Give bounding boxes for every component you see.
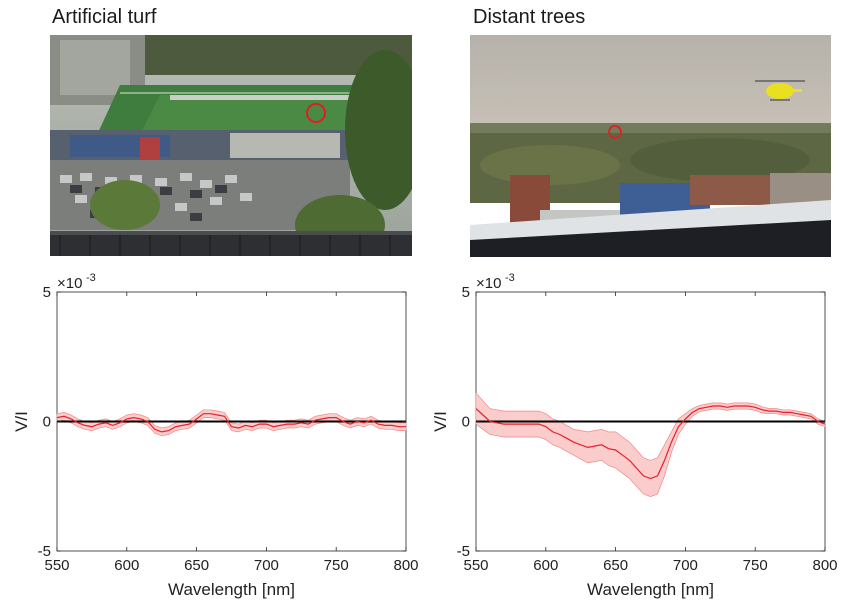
y-exponent-power: -3	[86, 272, 96, 284]
y-exponent-label: ×10	[476, 275, 501, 292]
chart-artificial-turf: 550 600 650 700 750 800 -5 0 5 ×10 -3 Wavelength [n…	[12, 272, 419, 599]
y-exponent-power: -3	[505, 272, 515, 284]
x-axis-label: Wavelength [nm]	[168, 580, 295, 599]
y-axis-label: V/I	[12, 411, 31, 432]
x-axis-label: Wavelength [nm]	[587, 580, 714, 599]
x-tick-label: 800	[393, 557, 418, 574]
y-axis-label: V/I	[431, 411, 450, 432]
y-tick-label: 0	[43, 414, 51, 431]
series-line	[475, 405, 826, 480]
x-tick-label: 650	[184, 557, 209, 574]
y-tick-label: 5	[43, 284, 51, 301]
y-tick-label: 0	[462, 414, 470, 431]
band-lower-edge	[56, 417, 406, 437]
photo-artificial-turf	[50, 35, 412, 256]
y-tick-label: -5	[38, 543, 51, 560]
x-tick-label: 750	[743, 557, 768, 574]
x-tick-label: 650	[603, 557, 628, 574]
photo-distant-trees	[470, 35, 831, 257]
x-tick-label: 700	[673, 557, 698, 574]
x-tick-label: 550	[44, 557, 69, 574]
x-tick-label: 800	[812, 557, 837, 574]
x-tick-label: 750	[324, 557, 349, 574]
series-line	[56, 413, 406, 433]
y-tick-label: -5	[457, 543, 470, 560]
band-upper-edge	[475, 392, 826, 461]
chart-distant-trees: 550 600 650 700 750 800 -5 0 5 ×10 -3 Wavelength [n…	[431, 272, 838, 599]
panel-title-artificial-turf: Artificial turf	[52, 6, 157, 28]
x-tick-label: 600	[533, 557, 558, 574]
x-tick-label: 600	[114, 557, 139, 574]
x-tick-label: 550	[463, 557, 488, 574]
helicopter-icon	[755, 80, 805, 101]
y-exponent-label: ×10	[57, 275, 82, 292]
band-lower-edge	[475, 408, 826, 497]
panel-title-distant-trees: Distant trees	[473, 6, 586, 28]
x-tick-label: 700	[254, 557, 279, 574]
y-tick-label: 5	[462, 284, 470, 301]
